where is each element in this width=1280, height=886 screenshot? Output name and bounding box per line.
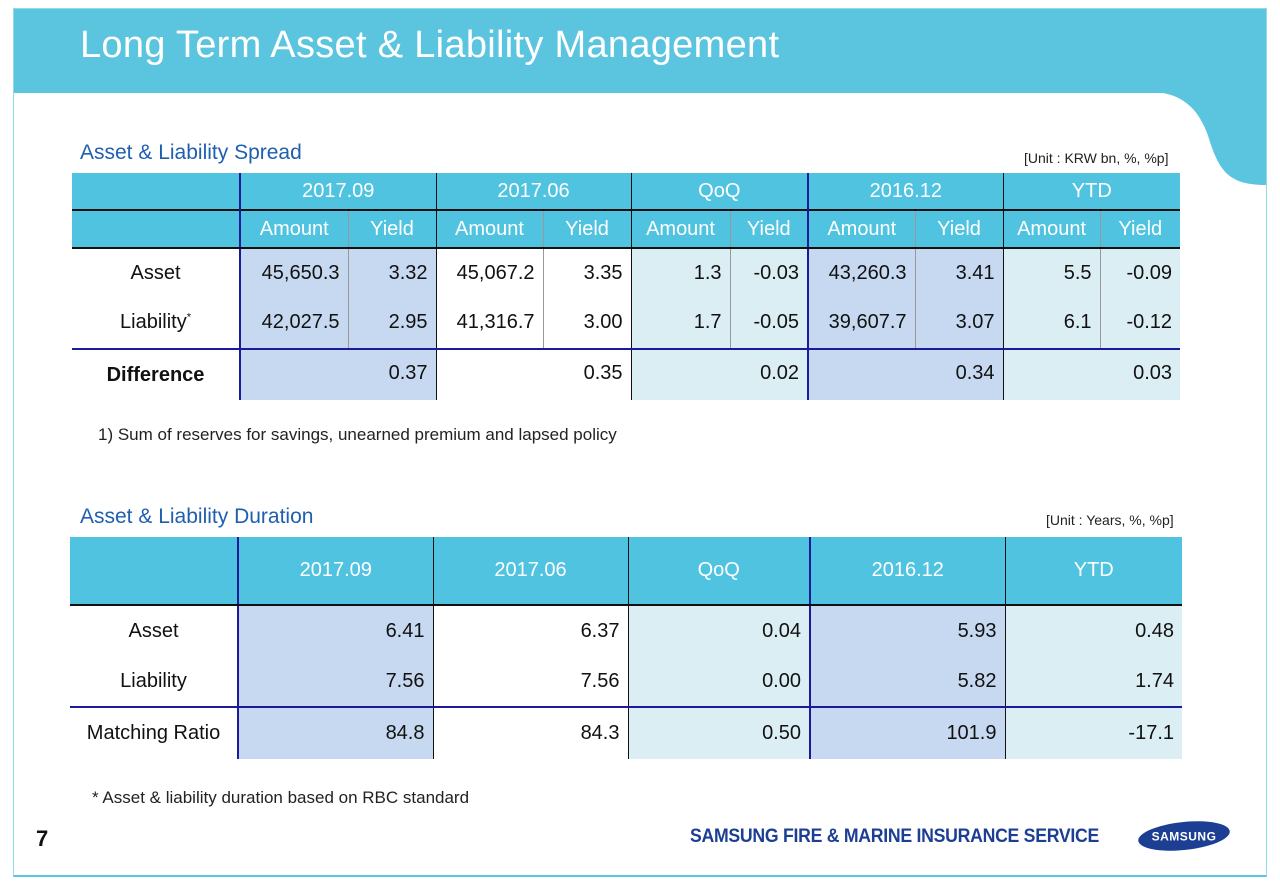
table-cell: -0.12 [1099,297,1181,349]
sub-header: Amount [630,209,731,249]
table-cell: 0.34 [807,348,1004,400]
table-cell: 39,607.7 [807,297,916,349]
row-label: Difference [72,348,240,400]
svg-text:SAMSUNG: SAMSUNG [1152,830,1217,844]
table-cell: 0.02 [630,348,809,400]
table-cell: 42,027.5 [239,297,348,349]
table-cell: 3.32 [347,248,437,297]
period-header: YTD [1002,173,1181,210]
spread-period-header: 2017.09 2017.06 QoQ 2016.12 YTD [72,173,1181,210]
row-label: Matching Ratio [70,706,238,759]
period-header: 2017.09 [238,173,437,210]
period-header: 2017.06 [432,537,628,606]
footnote-marker: * [186,311,191,324]
sub-header: Yield [542,209,632,249]
table-cell: 6.41 [237,605,433,656]
table-cell: 5.5 [1002,248,1101,297]
title-band [14,9,1266,93]
table-cell: 3.07 [914,297,1004,349]
table-cell: 7.56 [432,656,628,707]
spread-sub-header: Amount Yield Amount Yield Amount Yield A… [72,209,1181,249]
table-cell: 6.1 [1002,297,1101,349]
table-cell: 5.93 [809,605,1005,656]
table-row: Asset 6.41 6.37 0.04 5.93 0.48 [70,605,1182,656]
period-header: QoQ [630,173,809,210]
table-cell: 7.56 [237,656,433,707]
sub-header: Yield [347,209,437,249]
duration-footnote: * Asset & liability duration based on RB… [92,788,470,807]
table-cell: 3.00 [542,297,632,349]
table-cell: 1.7 [630,297,731,349]
sub-header: Amount [239,209,348,249]
table-cell: 1.3 [630,248,731,297]
table-cell: -0.05 [729,297,809,349]
duration-heading: Asset & Liability Duration [80,505,314,528]
row-label: Asset [130,261,181,284]
company-name: SAMSUNG FIRE & MARINE INSURANCE SERVICE [690,826,1099,847]
table-cell: 6.37 [432,605,628,656]
duration-unit: [Unit : Years, %, %p] [1046,512,1174,528]
table-cell: 0.35 [435,348,632,400]
table-row: Asset 45,650.3 3.32 45,067.2 3.35 1.3 -0.03 43,… [72,248,1181,297]
table-row: Liability 7.56 7.56 0.00 5.82 1.74 [70,656,1182,707]
title-band-curve [1150,92,1266,185]
duration-header: 2017.09 2017.06 QoQ 2016.12 YTD [70,537,1182,606]
period-header: QoQ [627,537,810,606]
empty-header [70,537,238,606]
table-cell: 101.9 [809,706,1005,759]
table-cell: 1.74 [1004,656,1182,707]
table-cell: 0.03 [1002,348,1181,400]
period-header: YTD [1004,537,1182,606]
sub-header: Amount [435,209,544,249]
sub-header: Yield [914,209,1004,249]
empty-header [72,173,240,210]
row-label: Liability [120,669,187,692]
table-cell: 3.41 [914,248,1004,297]
table-cell: 0.50 [627,706,810,759]
page-title: Long Term Asset & Liability Management [80,24,780,66]
row-label: Asset [128,619,179,642]
row-label: Liability* [120,311,191,333]
table-cell: 5.82 [809,656,1005,707]
period-header: 2017.09 [237,537,433,606]
page-number: 7 [36,826,49,851]
period-header: 2017.06 [435,173,632,210]
difference-row: Difference 0.37 0.35 0.02 0.34 0.03 [72,348,1181,400]
sub-header: Amount [807,209,916,249]
table-cell: 84.8 [237,706,433,759]
table-cell: 43,260.3 [807,248,916,297]
table-cell: -17.1 [1004,706,1182,759]
samsung-logo: SAMSUNG [1138,821,1230,851]
table-row: Liability* 42,027.5 2.95 41,316.7 3.00 1.7 -0.… [72,297,1181,349]
spread-heading: Asset & Liability Spread [80,141,302,164]
table-cell: -0.03 [729,248,809,297]
table-cell: 3.35 [542,248,632,297]
spread-footnote: 1) Sum of reserves for savings, unearned… [98,425,617,444]
sub-header: Yield [1099,209,1181,249]
slide-frame [13,8,1267,877]
sub-header: Amount [1002,209,1101,249]
spread-unit: [Unit : KRW bn, %, %p] [1024,150,1169,166]
table-cell: 45,067.2 [435,248,544,297]
duration-table: 2017.09 2017.06 QoQ 2016.12 YTD Asset 6.4… [70,537,1182,759]
table-row: Matching Ratio 84.8 84.3 0.50 101.9 -17.1 [70,706,1182,759]
table-cell: 84.3 [432,706,628,759]
table-cell: 0.37 [238,348,437,400]
period-header: 2016.12 [807,173,1004,210]
table-cell: 0.00 [627,656,810,707]
table-cell: 2.95 [347,297,437,349]
table-cell: 41,316.7 [435,297,544,349]
table-cell: 0.48 [1004,605,1182,656]
table-cell: -0.09 [1099,248,1181,297]
sub-header: Yield [729,209,809,249]
spread-table: 2017.09 2017.06 QoQ 2016.12 YTD Amount Y… [72,173,1181,400]
table-cell: 0.04 [627,605,810,656]
table-cell: 45,650.3 [239,248,348,297]
period-header: 2016.12 [809,537,1005,606]
